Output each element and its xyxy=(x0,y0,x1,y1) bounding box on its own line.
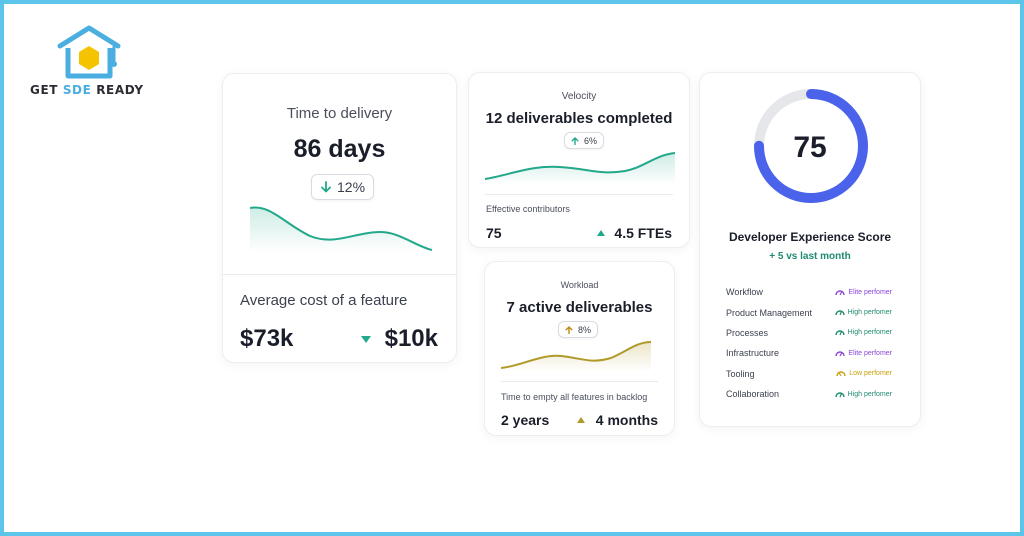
delivery-title: Time to delivery xyxy=(286,105,393,122)
velocity-label: Velocity xyxy=(561,91,597,102)
dx-row-rating: High perfomer xyxy=(834,329,892,337)
delivery-change-badge: 12% xyxy=(311,174,375,200)
dx-row-rating: Low perfomer xyxy=(836,370,892,377)
contributors-value: 75 xyxy=(486,225,502,241)
gauge-icon xyxy=(835,290,846,295)
cost-value: $73k xyxy=(240,325,294,352)
dx-row-tooling: Tooling Low perfomer xyxy=(726,364,892,384)
workload-label: Workload xyxy=(560,280,599,290)
dx-row-label: Collaboration xyxy=(726,389,780,400)
dx-row-rating: High perfomer xyxy=(834,390,892,398)
dx-row-collaboration: Collaboration High perfomer xyxy=(726,384,892,404)
dx-row-label: Processes xyxy=(726,327,769,338)
velocity-card: Velocity 12 deliverables completed 6% Ef… xyxy=(468,72,690,248)
dx-row-rating-text: High perfomer xyxy=(847,309,892,317)
dx-row-label: Tooling xyxy=(726,368,755,379)
dx-category-list: Workflow Elite perfomer Product Manageme… xyxy=(726,282,892,404)
dx-row-label: Workflow xyxy=(726,287,763,298)
workload-change-value: 8% xyxy=(578,324,592,335)
gauge-progress-arc xyxy=(754,89,868,203)
arrow-up-icon xyxy=(565,325,573,334)
dx-row-product-management: Product Management High perfomer xyxy=(726,302,892,322)
dx-row-rating-text: High perfomer xyxy=(847,390,892,398)
brand-logo: GET SDE READY xyxy=(28,24,158,104)
brand-name: GET SDE READY xyxy=(30,83,144,97)
delivery-value: 86 days xyxy=(293,135,386,163)
backlog-delta: 4 months xyxy=(595,412,658,428)
dx-score-delta: + 5 vs last month xyxy=(769,251,851,262)
delivery-change-value: 12% xyxy=(337,179,366,195)
dx-row-rating: Elite perfomer xyxy=(835,289,892,296)
arrow-up-icon xyxy=(571,136,579,145)
contributors-label: Effective contributors xyxy=(486,204,570,214)
cost-label: Average cost of a feature xyxy=(240,292,408,309)
gauge-icon xyxy=(834,310,845,316)
workload-trend-sparkline xyxy=(501,341,651,372)
delivery-divider xyxy=(223,274,456,275)
dx-row-processes: Processes High perfomer xyxy=(726,323,892,343)
gauge-icon xyxy=(835,351,846,357)
velocity-trend-sparkline xyxy=(485,152,675,185)
dx-score-gauge xyxy=(754,89,868,203)
triangle-up-icon xyxy=(577,417,585,423)
velocity-headline: 12 deliverables completed xyxy=(485,110,673,127)
workload-divider xyxy=(501,381,658,382)
dx-score-value: 75 xyxy=(793,131,827,164)
gauge-icon xyxy=(836,371,846,377)
dx-score-card: 75 Developer Experience Score + 5 vs las… xyxy=(699,72,921,427)
gauge-icon xyxy=(834,391,845,397)
contributors-delta: 4.5 FTEs xyxy=(614,225,672,241)
cost-delta: $10k xyxy=(384,325,438,352)
backlog-label: Time to empty all features in backlog xyxy=(501,392,648,402)
gauge-icon xyxy=(834,330,845,336)
triangle-up-icon xyxy=(597,230,605,236)
dx-row-rating: Elite perfomer xyxy=(835,350,892,357)
dx-row-label: Infrastructure xyxy=(726,348,780,359)
dx-row-rating: High perfomer xyxy=(834,309,892,317)
velocity-change-value: 6% xyxy=(584,135,598,146)
dx-score-title: Developer Experience Score xyxy=(728,230,892,244)
velocity-change-badge: 6% xyxy=(564,132,605,149)
workload-headline: 7 active deliverables xyxy=(506,299,653,316)
delivery-trend-sparkline xyxy=(250,206,432,252)
dx-row-infrastructure: Infrastructure Elite perfomer xyxy=(726,343,892,363)
arrow-down-icon xyxy=(321,181,331,193)
velocity-divider xyxy=(485,194,673,195)
triangle-down-icon xyxy=(361,336,371,343)
dx-row-rating-text: High perfomer xyxy=(847,329,892,337)
dx-row-rating-text: Elite perfomer xyxy=(848,288,892,296)
dx-row-rating-text: Low perfomer xyxy=(849,370,892,378)
dx-row-workflow: Workflow Elite perfomer xyxy=(726,282,892,302)
dx-row-label: Product Management xyxy=(726,307,813,318)
delivery-card: Time to delivery 86 days 12% Average cos… xyxy=(222,73,457,363)
workload-change-badge: 8% xyxy=(558,321,599,338)
graduation-house-icon xyxy=(57,25,121,79)
workload-card: Workload 7 active deliverables 8% Time t… xyxy=(484,261,675,436)
dx-row-rating-text: Elite perfomer xyxy=(848,349,892,357)
backlog-value: 2 years xyxy=(501,412,550,428)
